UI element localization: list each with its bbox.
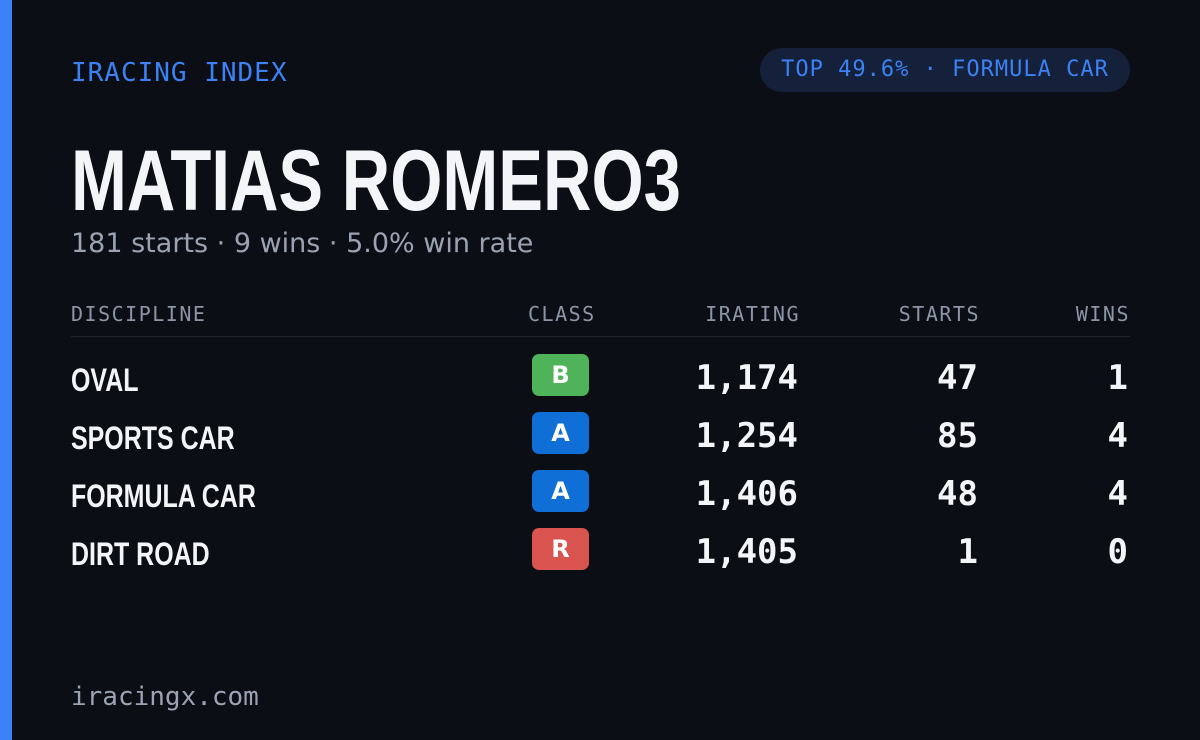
irating: 1,405 xyxy=(695,532,798,572)
class-badge: A xyxy=(532,470,589,512)
column-header: WINS xyxy=(1075,302,1130,326)
irating: 1,406 xyxy=(695,474,798,514)
footer-site: iracingx.com xyxy=(71,682,259,712)
wins: 0 xyxy=(1107,532,1128,572)
column-header: IRATING xyxy=(705,302,800,326)
class-badge: A xyxy=(532,412,589,454)
starts: 48 xyxy=(937,474,978,514)
wins: 4 xyxy=(1107,416,1128,456)
starts: 85 xyxy=(937,416,978,456)
summary: 181 starts · 9 wins · 5.0% win rate xyxy=(71,228,534,259)
rank-badge: TOP 49.6% · FORMULA CAR xyxy=(760,48,1130,92)
irating: 1,174 xyxy=(695,358,798,398)
starts: 1 xyxy=(957,532,978,572)
discipline: FORMULA CAR xyxy=(71,478,256,514)
accent-bar xyxy=(0,0,12,740)
divider xyxy=(71,336,1130,337)
starts: 47 xyxy=(937,358,978,398)
column-header: STARTS xyxy=(898,302,980,326)
wins: 1 xyxy=(1107,358,1128,398)
discipline: DIRT ROAD xyxy=(71,536,210,572)
driver-name: MATIAS ROMERO3 xyxy=(71,133,681,229)
wins: 4 xyxy=(1107,474,1128,514)
brand: IRACING INDEX xyxy=(71,58,288,88)
discipline: SPORTS CAR xyxy=(71,420,235,456)
column-header: CLASS xyxy=(528,302,596,326)
irating: 1,254 xyxy=(695,416,798,456)
class-badge: R xyxy=(532,528,589,570)
column-header: DISCIPLINE xyxy=(71,302,207,326)
class-badge: B xyxy=(532,354,589,396)
discipline: OVAL xyxy=(71,362,139,398)
